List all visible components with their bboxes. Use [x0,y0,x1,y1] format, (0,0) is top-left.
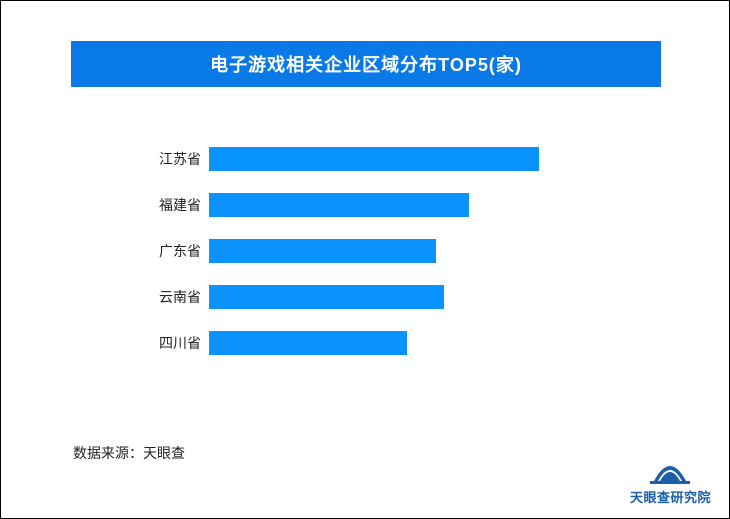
bar-track [209,285,621,309]
title-bar: 电子游戏相关企业区域分布TOP5(家) [71,41,661,87]
logo-text: 天眼查研究院 [630,487,711,506]
bar-track [209,147,621,171]
bar-track [209,193,621,217]
bar-track [209,239,621,263]
data-source: 数据来源：天眼查 [73,443,185,463]
bar-row: 江苏省 [141,136,621,182]
bar [209,331,407,355]
bar [209,239,436,263]
bar [209,193,469,217]
bar-row: 福建省 [141,182,621,228]
bar-row: 四川省 [141,320,621,366]
bar-track [209,331,621,355]
bar-label: 福建省 [141,195,201,215]
bar-label: 四川省 [141,333,201,353]
bar-chart: 江苏省福建省广东省云南省四川省 [141,136,621,366]
chart-title: 电子游戏相关企业区域分布TOP5(家) [210,51,522,77]
bar [209,147,539,171]
bar [209,285,444,309]
bar-row: 云南省 [141,274,621,320]
bar-label: 江苏省 [141,149,201,169]
bar-label: 云南省 [141,287,201,307]
logo-icon [648,455,692,485]
chart-frame: 电子游戏相关企业区域分布TOP5(家) 江苏省福建省广东省云南省四川省 数据来源… [0,0,730,519]
logo: 天眼查研究院 [630,455,711,506]
bar-row: 广东省 [141,228,621,274]
bar-label: 广东省 [141,241,201,261]
